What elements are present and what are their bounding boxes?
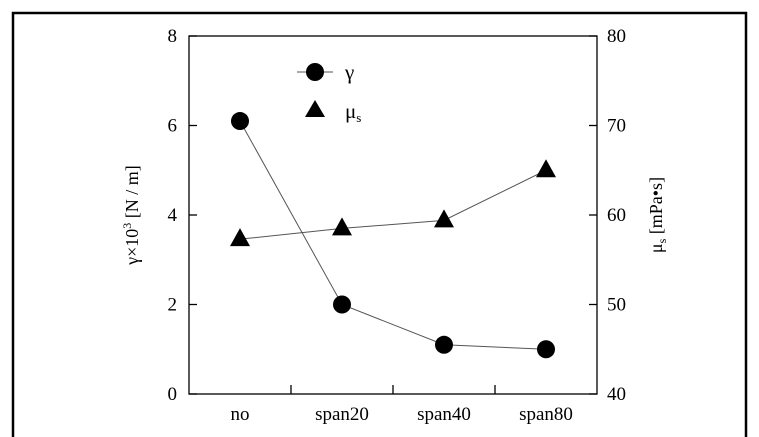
- plot-area: [188, 35, 598, 395]
- y-right-tick-label: 80: [607, 26, 626, 47]
- y-right-tick-label: 50: [607, 295, 626, 316]
- figure-frame: [11, 11, 748, 437]
- data-point-mu-s: [332, 217, 352, 236]
- x-tick-label: no: [231, 404, 250, 425]
- legend-entry-mu-s: μs: [305, 99, 361, 125]
- y-right-tick-label: 70: [607, 116, 626, 137]
- series-line-mu-s: [239, 169, 547, 240]
- x-tick-label: span40: [417, 404, 471, 425]
- right-axis: 40 50 60 70 80: [589, 26, 626, 405]
- y-left-tick-label: 2: [168, 295, 178, 316]
- y-left-axis-label: γ×103 [N / m]: [120, 165, 142, 266]
- legend-marker-circle: [306, 63, 324, 81]
- y-left-tick-label: 4: [168, 205, 178, 226]
- series-line-gamma: [239, 120, 547, 350]
- y-right-axis-label: μs [mPa•s]: [646, 177, 669, 253]
- x-tick-label: span20: [315, 404, 369, 425]
- series-layer: [230, 112, 556, 359]
- legend-marker-triangle: [305, 100, 325, 117]
- data-point-gamma: [537, 340, 555, 359]
- y-right-tick-label: 40: [607, 384, 626, 405]
- data-point-gamma: [435, 335, 453, 354]
- legend-entry-gamma: γ: [297, 60, 354, 84]
- legend-label-mu-s: μs: [345, 99, 361, 125]
- data-point-mu-s: [536, 159, 556, 178]
- data-point-gamma: [333, 295, 351, 314]
- legend: γ μs: [297, 60, 361, 125]
- y-left-tick-label: 8: [168, 26, 178, 47]
- left-axis: 0 2 4 6 8: [168, 26, 197, 405]
- data-point-mu-s: [230, 228, 250, 247]
- y-right-tick-label: 60: [607, 205, 626, 226]
- x-axis: no span20 span40 span80: [231, 385, 573, 425]
- y-left-tick-label: 0: [168, 384, 178, 405]
- data-point-mu-s: [434, 209, 454, 228]
- data-point-gamma: [231, 112, 249, 131]
- x-tick-label: span80: [519, 404, 573, 425]
- legend-label-gamma: γ: [344, 60, 354, 84]
- y-left-tick-label: 6: [168, 116, 178, 137]
